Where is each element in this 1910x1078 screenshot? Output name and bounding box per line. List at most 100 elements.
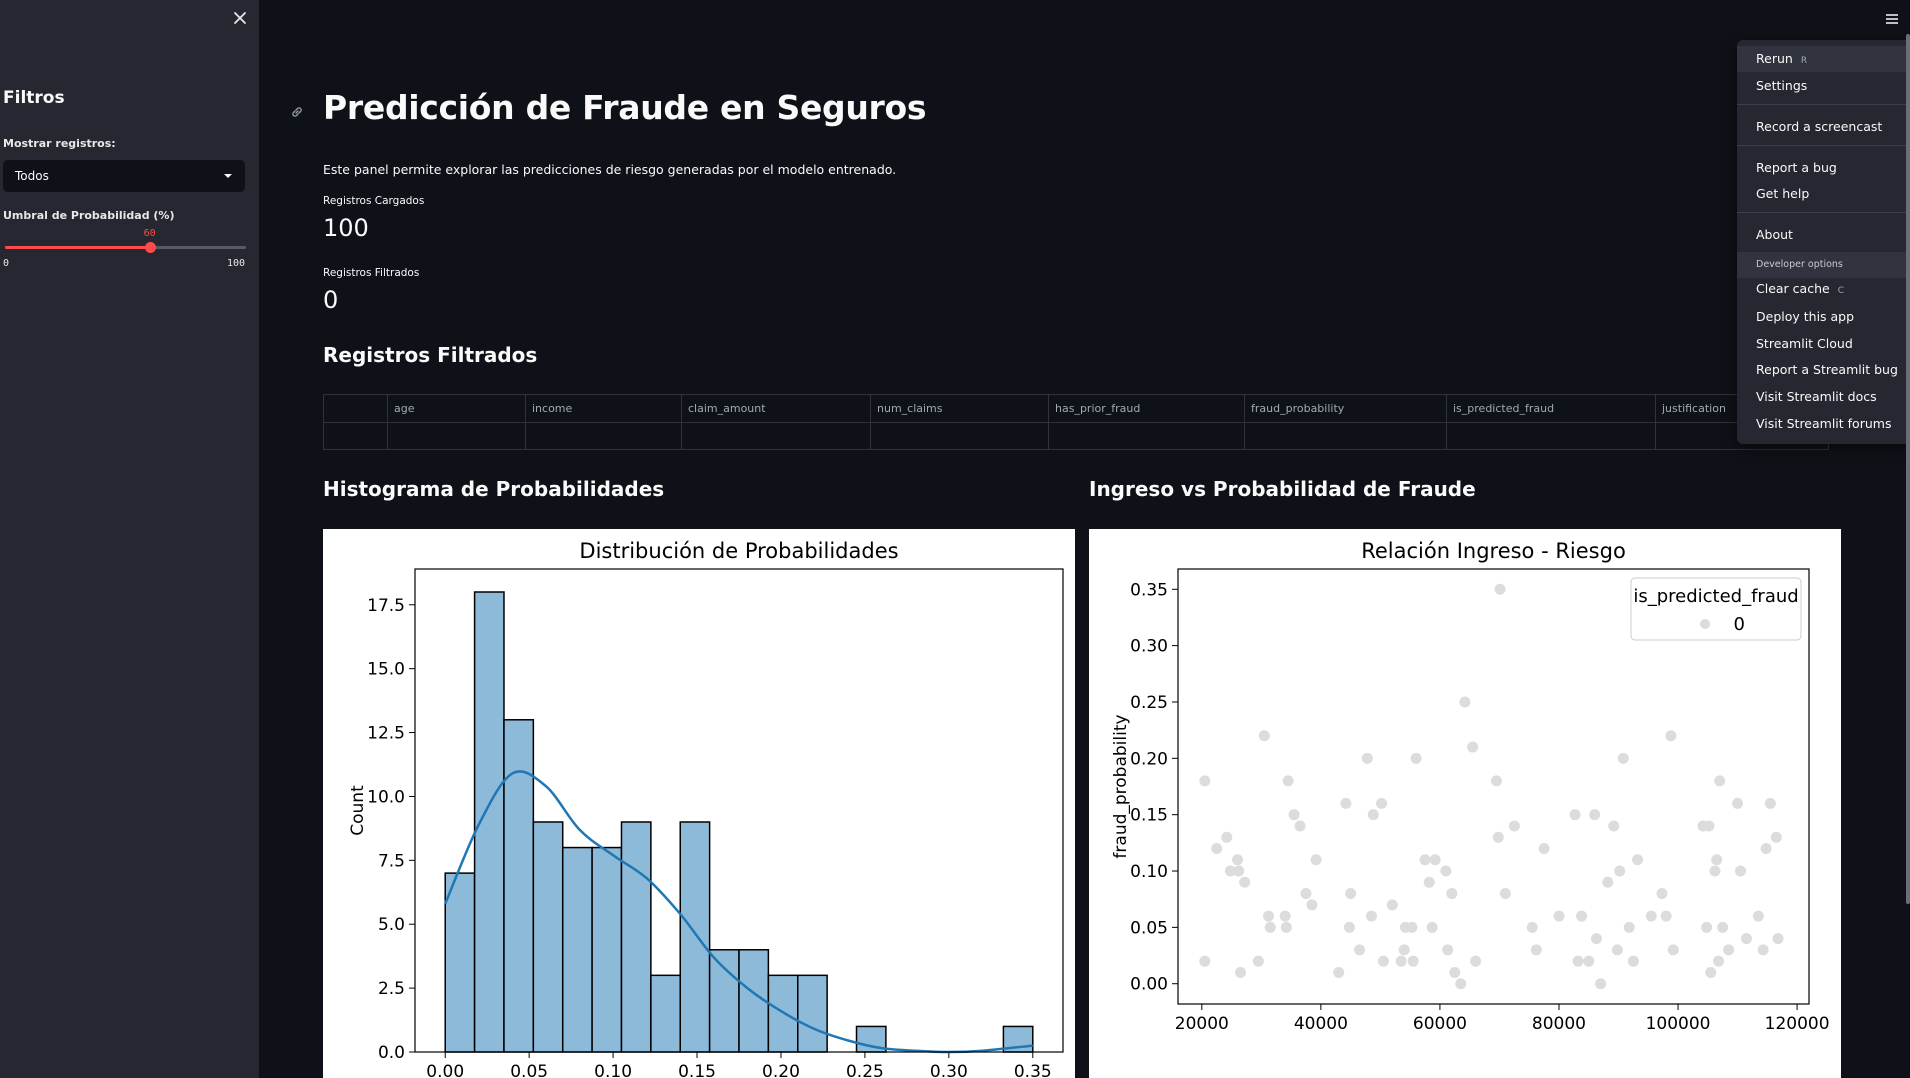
menu-item-clear-cache[interactable]: Clear cache C bbox=[1737, 276, 1910, 302]
scatter-point bbox=[1221, 831, 1233, 843]
filtered-records-table[interactable]: age income claim_amount num_claims has_p… bbox=[323, 394, 1829, 450]
scatter-point bbox=[1701, 921, 1713, 933]
y-axis-label: fraud_probability bbox=[1111, 714, 1131, 858]
scatter-point bbox=[1376, 797, 1388, 809]
metric-loaded-label: Registros Cargados bbox=[323, 195, 425, 207]
scatter-point bbox=[1645, 910, 1657, 922]
scatter-point bbox=[1367, 809, 1379, 821]
scatter-point bbox=[1280, 921, 1292, 933]
scatter-point bbox=[1732, 797, 1744, 809]
scatter-point bbox=[1467, 741, 1479, 753]
x-tick-label: 60000 bbox=[1413, 1014, 1467, 1034]
menu-item-streamlit-docs[interactable]: Visit Streamlit docs bbox=[1756, 389, 1877, 404]
table-empty-cell bbox=[388, 423, 526, 449]
plot-frame bbox=[1177, 568, 1810, 1005]
scatter-point bbox=[1757, 944, 1769, 956]
menu-item-streamlit-forums[interactable]: Visit Streamlit forums bbox=[1756, 416, 1892, 431]
scatter-point bbox=[1614, 865, 1626, 877]
table-header-claim-amount[interactable]: claim_amount bbox=[682, 395, 871, 423]
sidebar-close-button[interactable] bbox=[228, 6, 252, 30]
table-header-has-prior-fraud[interactable]: has_prior_fraud bbox=[1049, 395, 1245, 423]
scatter-point bbox=[1490, 775, 1502, 787]
scatter-point bbox=[1406, 921, 1418, 933]
plot-frame bbox=[414, 568, 1064, 1053]
menu-item-record-screencast[interactable]: Record a screencast bbox=[1756, 119, 1883, 134]
scatter-point bbox=[1455, 978, 1467, 990]
show-records-label: Mostrar registros: bbox=[3, 137, 116, 150]
legend-title: is_predicted_fraud bbox=[1633, 586, 1798, 607]
scatter-point bbox=[1345, 888, 1357, 900]
scatter-point bbox=[1354, 944, 1366, 956]
show-records-value: Todos bbox=[15, 169, 49, 183]
scatter-point bbox=[1709, 865, 1721, 877]
table-header-income[interactable]: income bbox=[526, 395, 682, 423]
show-records-select[interactable]: Todos bbox=[3, 160, 245, 192]
scatter-point bbox=[1419, 854, 1431, 866]
x-tick-label: 0.00 bbox=[426, 1062, 464, 1078]
y-tick-label: 15.0 bbox=[367, 660, 405, 680]
scatter-point bbox=[1470, 955, 1482, 967]
menu-item-about[interactable]: About bbox=[1756, 227, 1793, 242]
metric-filtered-label: Registros Filtrados bbox=[323, 267, 420, 279]
scatter-point bbox=[1656, 888, 1668, 900]
table-header-fraud-probability[interactable]: fraud_probability bbox=[1245, 395, 1447, 423]
menu-item-report-bug[interactable]: Report a bug bbox=[1756, 160, 1837, 175]
y-tick-label: 0.00 bbox=[1130, 975, 1168, 995]
main-menu-button[interactable] bbox=[1880, 8, 1904, 30]
x-tick-label: 0.05 bbox=[510, 1062, 548, 1078]
page-scrollbar[interactable] bbox=[1906, 34, 1910, 904]
page-caption: Este panel permite explorar las predicci… bbox=[323, 162, 897, 177]
scatter-point bbox=[1705, 966, 1717, 978]
scatter-point bbox=[1569, 809, 1581, 821]
x-tick-label: 0.10 bbox=[594, 1062, 632, 1078]
y-tick-label: 10.0 bbox=[367, 787, 405, 807]
x-tick-label: 0.30 bbox=[930, 1062, 968, 1078]
scatter-point bbox=[1282, 775, 1294, 787]
scatter-point bbox=[1398, 944, 1410, 956]
histogram-bar bbox=[797, 974, 828, 1053]
menu-item-rerun[interactable]: Rerun R bbox=[1737, 46, 1910, 72]
scatter-point bbox=[1310, 854, 1322, 866]
histogram-bar bbox=[679, 821, 711, 1053]
threshold-slider[interactable] bbox=[5, 242, 246, 253]
y-tick-label: 0.05 bbox=[1130, 918, 1168, 938]
table-header-age[interactable]: age bbox=[388, 395, 526, 423]
menu-item-settings[interactable]: Settings bbox=[1756, 78, 1808, 93]
scatter-point bbox=[1440, 865, 1452, 877]
menu-item-report-streamlit-bug[interactable]: Report a Streamlit bug bbox=[1756, 362, 1898, 377]
menu-item-streamlit-cloud[interactable]: Streamlit Cloud bbox=[1756, 336, 1853, 351]
threshold-slider-max: 100 bbox=[227, 258, 246, 269]
scatter-point bbox=[1279, 910, 1291, 922]
scatter-point bbox=[1306, 899, 1318, 911]
menu-item-deploy-app[interactable]: Deploy this app bbox=[1756, 309, 1855, 324]
table-empty-cell bbox=[526, 423, 682, 449]
scatter-point bbox=[1611, 944, 1623, 956]
menu-item-get-help[interactable]: Get help bbox=[1756, 186, 1810, 201]
scatter-point bbox=[1770, 831, 1782, 843]
y-tick-label: 12.5 bbox=[367, 724, 405, 744]
scatter-point bbox=[1232, 854, 1244, 866]
y-tick-label: 0.20 bbox=[1130, 749, 1168, 769]
threshold-slider-thumb[interactable] bbox=[144, 242, 156, 253]
sidebar: Filtros Mostrar registros: Todos Umbral … bbox=[0, 0, 259, 1078]
scatter-point bbox=[1735, 865, 1747, 877]
table-header-index[interactable] bbox=[324, 395, 388, 423]
menu-divider bbox=[1737, 145, 1910, 146]
histogram-bar bbox=[591, 846, 623, 1053]
y-tick-label: 7.5 bbox=[378, 851, 405, 871]
threshold-slider-fill bbox=[5, 246, 150, 249]
table-empty-cell bbox=[682, 423, 871, 449]
scatter-point bbox=[1211, 842, 1223, 854]
table-header-is-predicted-fraud[interactable]: is_predicted_fraud bbox=[1447, 395, 1656, 423]
y-tick-label: 0.0 bbox=[378, 1043, 405, 1063]
threshold-slider-value: 60 bbox=[143, 228, 156, 239]
scatter-point bbox=[1333, 966, 1345, 978]
scatter-point bbox=[1590, 933, 1602, 945]
table-header-num-claims[interactable]: num_claims bbox=[871, 395, 1049, 423]
scatter-point bbox=[1199, 955, 1211, 967]
kde-line bbox=[444, 770, 1033, 1054]
scatter-point bbox=[1711, 854, 1723, 866]
page-title: Predicción de Fraude en Seguros bbox=[323, 88, 927, 127]
title-anchor-link[interactable] bbox=[285, 100, 309, 124]
x-tick-label: 40000 bbox=[1294, 1014, 1348, 1034]
